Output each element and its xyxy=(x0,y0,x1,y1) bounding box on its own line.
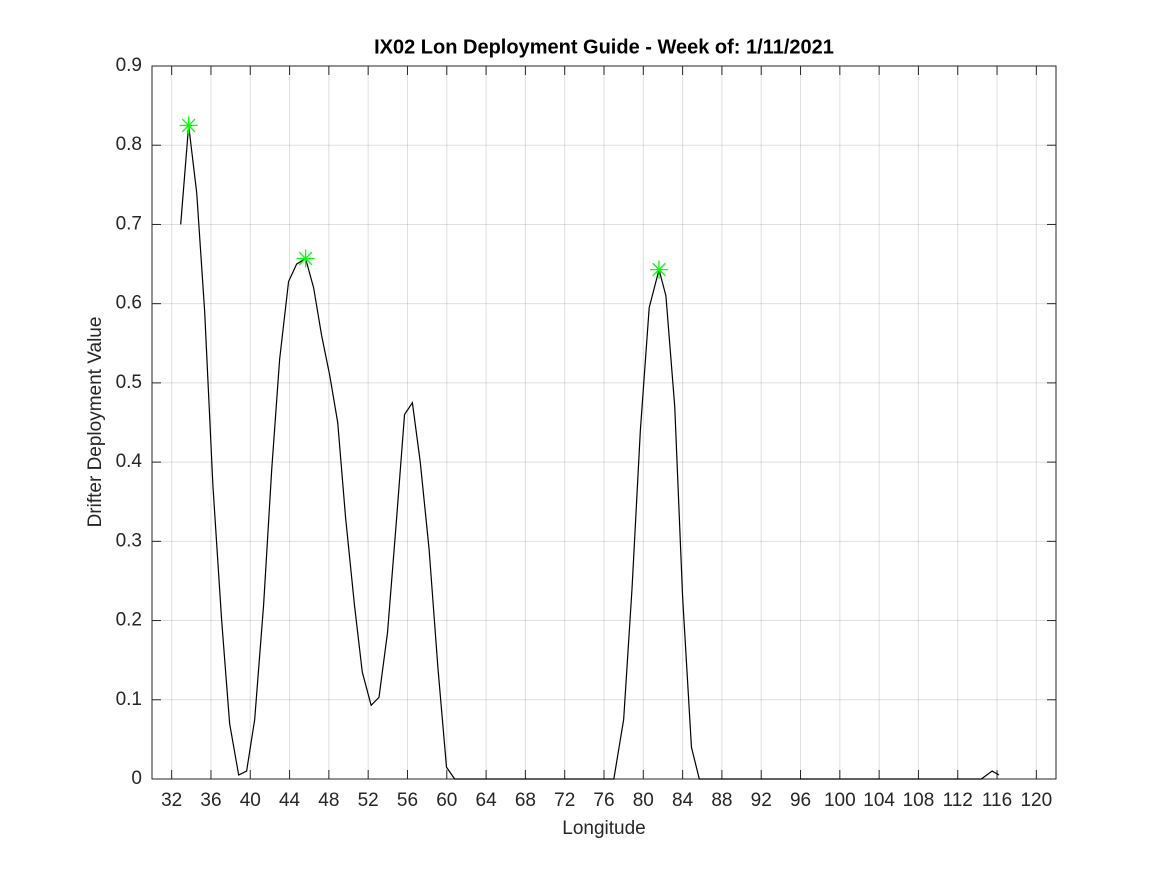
x-tick-label: 48 xyxy=(318,790,339,811)
peak-marker xyxy=(296,249,315,268)
y-tick-label: 0.5 xyxy=(116,372,142,393)
x-tick-label: 52 xyxy=(358,790,379,811)
x-tick-label: 36 xyxy=(200,790,221,811)
y-axis-label: Drifter Deployment Value xyxy=(85,317,106,528)
y-tick-label: 0.7 xyxy=(116,213,142,234)
x-tick-label: 116 xyxy=(982,790,1012,811)
x-tick-label: 96 xyxy=(790,790,811,811)
y-tick-label: 0.9 xyxy=(116,55,142,76)
x-tick-label: 112 xyxy=(943,790,973,811)
x-tick-label: 92 xyxy=(751,790,772,811)
y-tick-label: 0.6 xyxy=(116,293,142,314)
x-tick-label: 120 xyxy=(1020,790,1052,811)
x-tick-label: 56 xyxy=(397,790,418,811)
peak-marker xyxy=(650,260,669,279)
x-tick-label: 80 xyxy=(633,790,654,811)
x-tick-label: 72 xyxy=(554,790,575,811)
x-tick-label: 88 xyxy=(711,790,732,811)
data-line xyxy=(180,125,1000,780)
y-tick-label: 0.3 xyxy=(116,530,142,551)
x-tick-label: 60 xyxy=(436,790,457,811)
peak-marker xyxy=(179,116,198,135)
x-axis-label: Longitude xyxy=(562,818,645,839)
y-tick-label: 0 xyxy=(131,768,142,789)
y-tick-label: 0.1 xyxy=(116,689,142,710)
x-tick-label: 44 xyxy=(279,790,301,811)
x-tick-label: 100 xyxy=(824,790,856,811)
y-tick-label: 0.8 xyxy=(116,134,142,155)
x-tick-label: 68 xyxy=(515,790,536,811)
x-tick-label: 84 xyxy=(672,790,694,811)
chart-title: IX02 Lon Deployment Guide - Week of: 1/1… xyxy=(374,36,834,58)
x-tick-label: 64 xyxy=(476,790,498,811)
x-tick-label: 76 xyxy=(593,790,614,811)
x-tick-label: 104 xyxy=(863,790,895,811)
x-tick-label: 108 xyxy=(903,790,935,811)
y-tick-label: 0.2 xyxy=(116,610,142,631)
x-tick-label: 40 xyxy=(240,790,261,811)
y-tick-label: 0.4 xyxy=(116,451,143,472)
x-tick-label: 32 xyxy=(161,790,182,811)
